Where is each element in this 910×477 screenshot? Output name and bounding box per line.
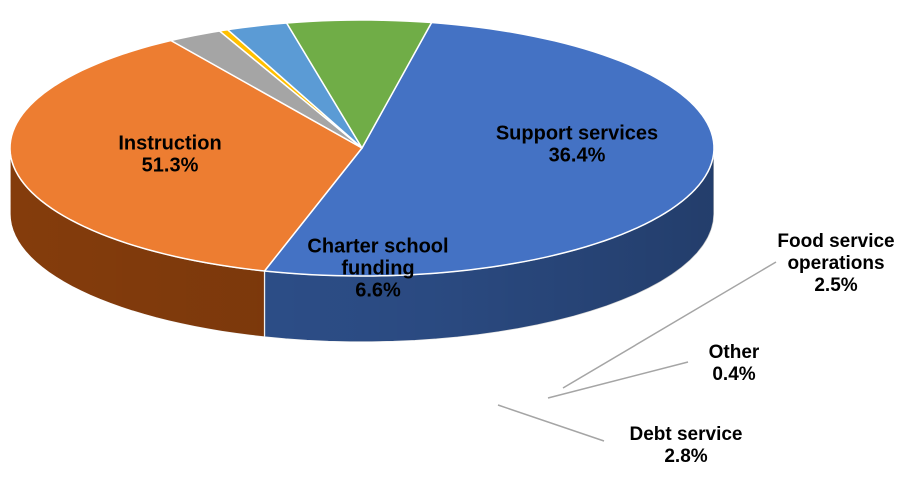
slice-label-instruction: Instruction xyxy=(118,132,221,154)
pie-tops xyxy=(9,19,715,277)
slice-label-support-services: Support services xyxy=(496,122,658,144)
slice-label-food-service-operations: Food service xyxy=(777,231,894,252)
pie-slice-food-service-operations xyxy=(170,30,363,149)
leader-lines xyxy=(497,261,777,442)
leader-line-food-service-operations xyxy=(562,261,777,389)
leader-line-debt-service xyxy=(497,404,605,442)
slice-value-other: 0.4% xyxy=(712,364,755,385)
slice-label-food-service-operations: operations xyxy=(787,253,884,274)
pie-slice-debt-service xyxy=(226,22,363,149)
slice-value-charter-school-funding: 6.6% xyxy=(355,279,401,301)
slice-label-debt-service: Debt service xyxy=(629,424,742,445)
slice-value-instruction: 51.3% xyxy=(142,154,199,176)
slice-value-support-services: 36.4% xyxy=(549,144,606,166)
slice-value-debt-service: 2.8% xyxy=(664,446,707,467)
slice-label-charter-school-funding: funding xyxy=(341,257,414,279)
slice-label-other: Other xyxy=(709,342,760,363)
pie-slice-instruction xyxy=(263,21,715,277)
pie-slice-charter-school-funding xyxy=(285,19,433,149)
pie-slice-support-services xyxy=(9,39,363,272)
slice-label-charter-school-funding: Charter school xyxy=(307,235,448,257)
leader-line-other xyxy=(547,361,689,399)
slice-value-food-service-operations: 2.5% xyxy=(814,275,857,296)
